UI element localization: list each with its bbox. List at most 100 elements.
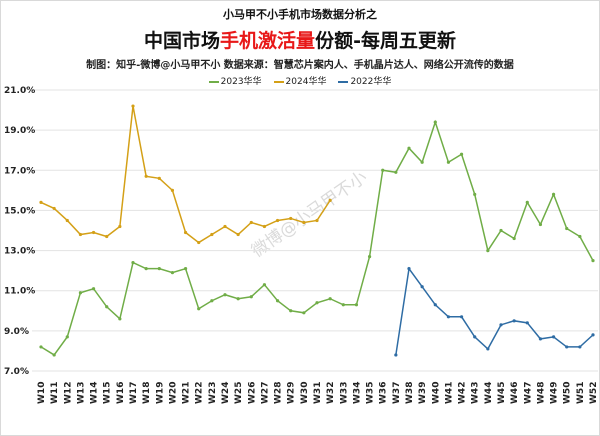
data-point (512, 319, 516, 323)
data-point (105, 305, 109, 309)
x-tick-label: W20 (168, 382, 178, 404)
data-point (157, 267, 161, 271)
x-tick-label: W39 (418, 382, 428, 404)
x-tick-label: W40 (431, 382, 441, 404)
x-tick-label: W12 (63, 382, 73, 404)
data-point (341, 303, 345, 307)
x-tick-label: W42 (458, 382, 468, 404)
x-tick-label: W30 (300, 382, 310, 404)
data-point (525, 200, 529, 204)
legend-swatch (273, 80, 284, 83)
data-point (446, 315, 451, 319)
x-tick-label: W23 (208, 382, 218, 404)
data-point (538, 337, 543, 341)
x-tick-label: W45 (497, 382, 507, 404)
data-point (223, 224, 227, 229)
data-point (249, 295, 253, 299)
chart-supertitle: 小马甲不小手机市场数据分析之 (223, 8, 377, 21)
data-point (262, 224, 267, 229)
x-tick-label: W26 (247, 382, 257, 404)
x-tick-label: W18 (142, 382, 152, 404)
x-tick-label: W35 (366, 382, 376, 404)
data-point (367, 254, 372, 259)
data-point (78, 232, 83, 237)
title-highlight: 手机激活量 (220, 30, 316, 52)
x-tick-label: W29 (287, 382, 297, 404)
x-tick-label: W22 (195, 382, 205, 404)
title-suffix: 份额-每周五更新 (315, 30, 456, 52)
data-point (52, 353, 56, 357)
x-tick-label: W49 (550, 382, 560, 404)
data-point (565, 345, 569, 349)
data-point (144, 174, 148, 178)
x-tick-label: W24 (221, 382, 231, 404)
data-point (407, 146, 411, 150)
x-tick-label: W52 (589, 382, 599, 404)
data-point (210, 232, 214, 237)
x-tick-label: W11 (50, 382, 60, 404)
data-point (394, 170, 398, 174)
x-tick-label: W41 (444, 382, 454, 404)
x-tick-label: W14 (90, 382, 100, 404)
data-point (183, 267, 188, 271)
data-point (275, 218, 280, 223)
data-point (78, 291, 83, 295)
legend-label: 2024华华 (285, 77, 327, 87)
legend-item: 2022华华 (338, 77, 391, 87)
legend-item: 2024华华 (273, 77, 327, 87)
data-point (512, 236, 516, 241)
data-point (459, 152, 464, 156)
y-tick-label: 19.0% (4, 126, 35, 136)
y-tick-label: 13.0% (4, 247, 35, 257)
data-point (289, 309, 293, 313)
data-point (420, 160, 424, 164)
data-point (65, 335, 69, 339)
data-point (131, 104, 135, 108)
legend-item: 2023华华 (208, 77, 262, 87)
data-point (289, 216, 293, 221)
x-tick-label: W32 (326, 382, 336, 404)
data-point (65, 218, 69, 223)
data-point (91, 287, 96, 291)
x-tick-label: W46 (510, 382, 520, 404)
data-point (328, 198, 332, 202)
x-tick-label: W19 (155, 382, 165, 404)
data-point (459, 315, 464, 319)
data-point (91, 230, 96, 235)
data-point (486, 347, 490, 351)
legend-swatch (208, 80, 219, 83)
data-point (486, 248, 490, 253)
chart-title: 中国市场手机激活量份额-每周五更新 (0, 26, 600, 53)
x-tick-label: W38 (405, 382, 415, 404)
x-tick-label: W51 (576, 382, 586, 404)
data-point (131, 261, 135, 265)
data-point (197, 307, 201, 311)
x-tick-label: W31 (313, 382, 323, 404)
x-tick-label: W34 (352, 382, 362, 404)
data-point (525, 321, 529, 325)
data-point (420, 285, 424, 289)
legend-label: 2023华华 (220, 77, 262, 87)
data-point (499, 228, 503, 233)
x-tick-label: W27 (260, 382, 270, 404)
data-point (578, 234, 582, 239)
y-tick-label: 21.0% (4, 86, 35, 96)
data-point (249, 220, 253, 225)
data-point (39, 345, 43, 349)
data-point (197, 240, 201, 245)
x-tick-label: W16 (116, 382, 126, 404)
x-tick-label: W48 (536, 382, 546, 404)
data-point (473, 192, 477, 196)
y-tick-label: 15.0% (4, 206, 35, 216)
series-line-2024华华 (40, 105, 331, 244)
data-point (551, 335, 556, 339)
x-tick-label: W44 (484, 382, 494, 404)
series-line-2023华华 (40, 119, 594, 356)
x-tick-label: W25 (234, 382, 244, 404)
x-tick-label: W17 (129, 382, 139, 404)
title-prefix: 中国市场 (144, 30, 221, 52)
data-point (236, 232, 240, 237)
x-tick-label: W43 (471, 382, 481, 404)
data-point (381, 168, 385, 172)
data-point (315, 218, 319, 223)
